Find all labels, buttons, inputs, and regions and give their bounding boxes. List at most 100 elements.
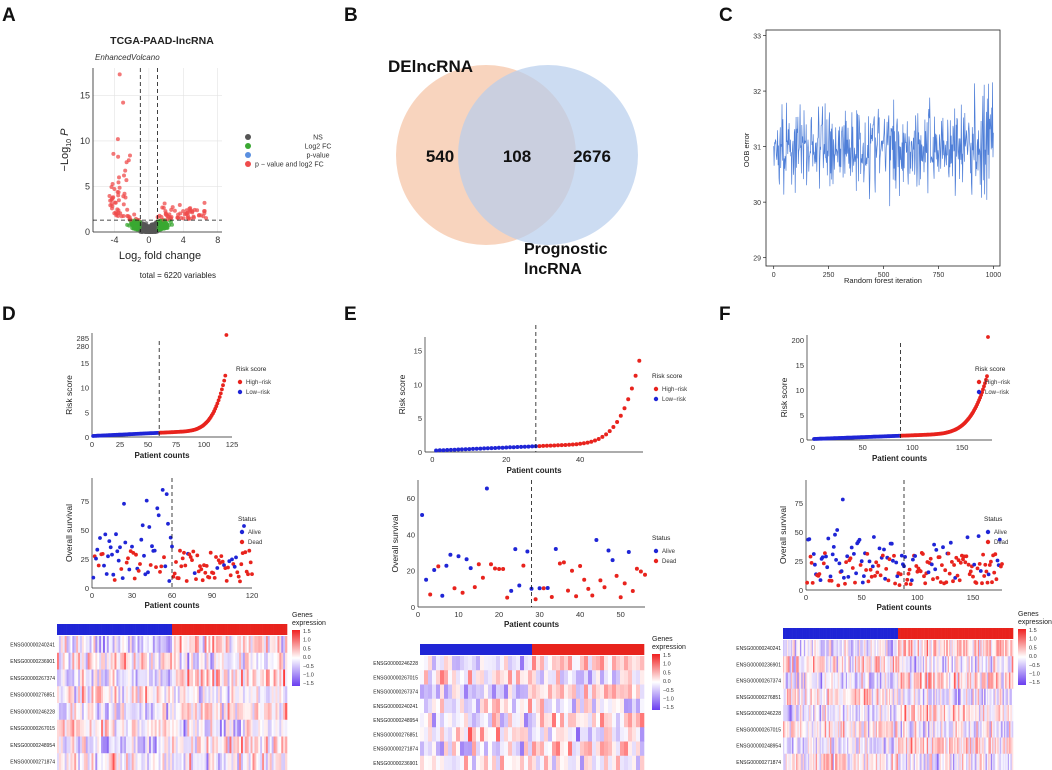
gene-label: ENSG00000271874 — [736, 760, 781, 766]
heatmap-cell — [980, 705, 982, 722]
heatmap-cell — [969, 672, 972, 690]
high-risk-point — [611, 425, 616, 429]
high-risk-point — [589, 439, 594, 444]
heatmap-cell — [883, 737, 886, 755]
volcano-point — [116, 210, 121, 215]
alive-point — [594, 538, 599, 542]
heatmap-cell — [869, 640, 871, 657]
heatmap-cell — [858, 753, 861, 770]
heatmap-cell — [943, 640, 946, 657]
heatmap-cell — [580, 684, 585, 700]
heatmap-cell — [76, 719, 79, 737]
risk-group-bar-cell — [248, 624, 251, 635]
heatmap-cell — [822, 656, 824, 673]
heatmap-cell — [818, 688, 820, 706]
heatmap-cell — [861, 688, 864, 706]
heatmap-cell — [833, 705, 836, 722]
heatmap-cell — [229, 686, 232, 704]
high-risk-point — [983, 381, 987, 385]
heatmap-cell — [967, 737, 969, 755]
heatmap-cell — [189, 686, 192, 704]
heatmap-cell — [968, 721, 971, 738]
heatmap-cell — [135, 753, 138, 770]
risk-group-bar-cell — [524, 644, 529, 655]
heatmap-cell — [892, 705, 895, 722]
heatmap-cell — [973, 737, 976, 755]
heatmap-cell — [177, 669, 180, 687]
heatmap-cell — [114, 652, 117, 670]
heatmap-cell — [540, 656, 545, 671]
heatmap-cell — [196, 669, 200, 687]
heatmap-cell — [150, 669, 154, 687]
heatmap-cell — [979, 753, 981, 770]
risk-group-bar-cell — [254, 624, 257, 635]
heatmap-cell — [864, 688, 866, 706]
heatmap-cell — [223, 686, 226, 704]
heatmap-cell — [793, 640, 796, 657]
volcano-point — [116, 190, 121, 195]
heatmap-cell — [185, 703, 188, 721]
heatmap-cell — [994, 640, 997, 657]
heatmap-cell — [229, 636, 232, 654]
risk-group-bar-cell — [951, 628, 954, 639]
survival-x-tick-label: 150 — [967, 593, 980, 602]
heatmap-cell — [845, 753, 848, 770]
heatmap-cell — [1007, 656, 1010, 673]
heatmap-cell — [592, 670, 597, 685]
heatmap-cell — [886, 656, 888, 673]
heatmap-cell — [231, 636, 234, 654]
heatmap-cell — [794, 753, 797, 770]
volcano-point — [169, 216, 173, 221]
heatmap-cell — [931, 656, 934, 673]
risk-group-bar-cell — [267, 624, 271, 635]
dead-point — [521, 563, 526, 568]
heatmap-cell — [948, 672, 951, 690]
heatmap-cell — [824, 721, 827, 738]
heatmap-cell — [992, 640, 994, 657]
heatmap-cell — [796, 656, 798, 673]
risk-group-bar-cell — [924, 628, 926, 639]
heatmap-cell — [500, 656, 505, 671]
heatmap-cell — [432, 684, 437, 700]
volcano-point — [177, 203, 182, 207]
heatmap-cell — [794, 721, 797, 738]
heatmap-cell — [424, 755, 429, 770]
heatmap-cell — [424, 698, 429, 714]
heatmap-cell — [972, 753, 975, 770]
heatmap-cell — [892, 672, 895, 690]
survival-legend-marker — [985, 529, 991, 535]
heatmap-cell — [952, 721, 955, 738]
heatmap-cell — [285, 703, 288, 721]
heatmap-cell — [853, 672, 856, 690]
alive-point — [448, 552, 453, 557]
heatmap-cell — [792, 656, 794, 673]
heatmap-cell — [892, 656, 895, 673]
heatmap-cell — [909, 688, 912, 706]
heatmap-cell — [939, 753, 942, 770]
heatmap-cell — [866, 705, 869, 722]
heatmap-cell — [839, 737, 841, 755]
heatmap-cell — [225, 636, 228, 654]
heatmap-cell — [819, 705, 822, 722]
risk-group-bar-cell — [592, 644, 597, 655]
risk-y-axis-title: Risk score — [779, 377, 789, 417]
heatmap-cell — [960, 753, 963, 770]
heatmap-cell — [106, 636, 110, 654]
heatmap-cell — [996, 656, 998, 673]
heatmap-cell — [229, 652, 232, 670]
heatmap-cell — [890, 753, 892, 770]
heatmap-cell — [484, 684, 489, 700]
heatmap-cell — [152, 753, 156, 770]
heat-legend-tick: −0.5 — [1029, 663, 1040, 669]
heatmap-cell — [221, 719, 225, 737]
alive-point — [926, 570, 931, 575]
risk-group-bar-cell — [564, 644, 569, 655]
heatmap-cell — [464, 698, 469, 714]
heatmap-cell — [968, 640, 971, 657]
heatmap-cell — [1011, 672, 1014, 690]
heatmap-cell — [58, 636, 62, 654]
heatmap-cell — [854, 688, 857, 706]
heatmap-cell — [971, 737, 973, 755]
x-tick-label: 0 — [146, 235, 151, 245]
heatmap-cell — [847, 705, 849, 722]
